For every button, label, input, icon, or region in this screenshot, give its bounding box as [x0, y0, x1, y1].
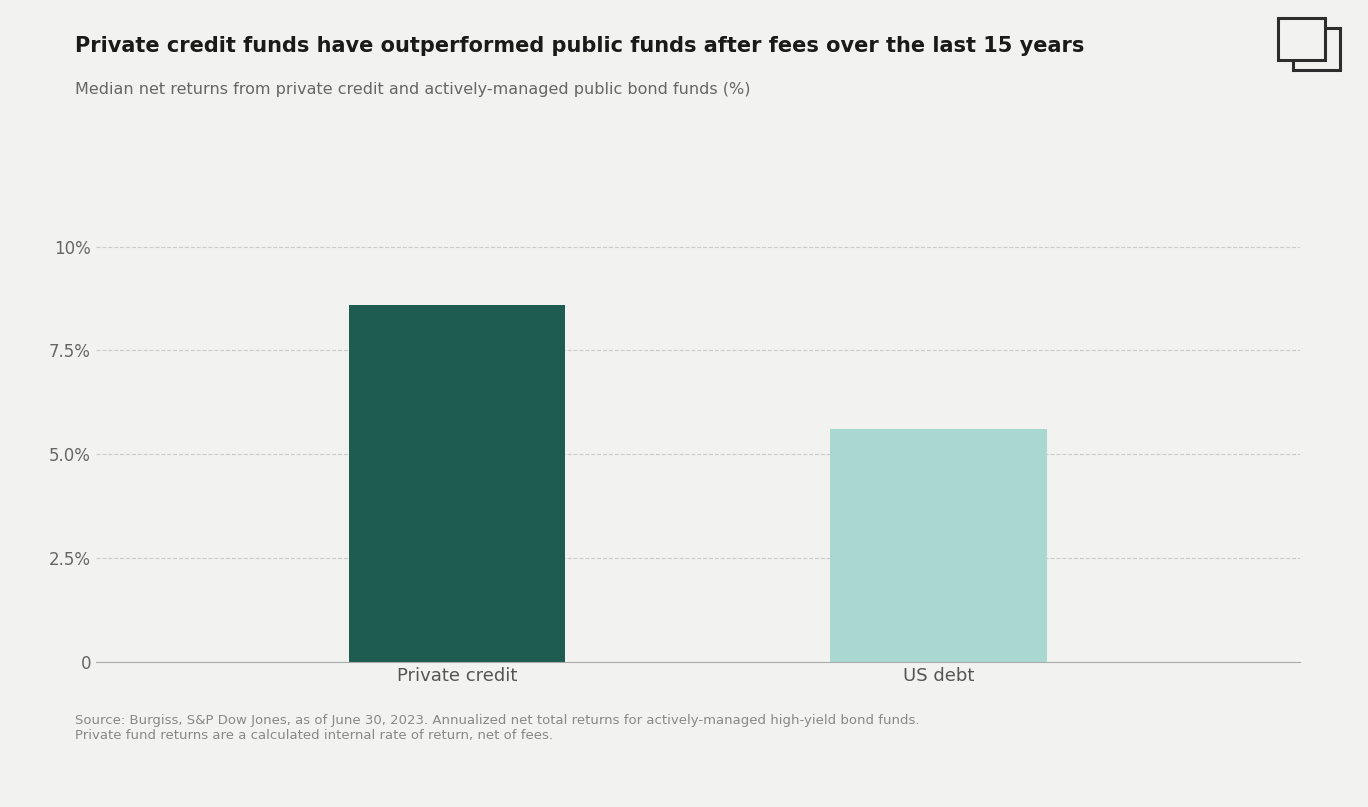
Bar: [349, 305, 565, 662]
Text: Source: Burgiss, S&P Dow Jones, as of June 30, 2023. Annualized net total return: Source: Burgiss, S&P Dow Jones, as of Ju…: [75, 714, 919, 742]
Bar: [830, 429, 1047, 662]
FancyBboxPatch shape: [1278, 18, 1324, 60]
Text: Private credit funds have outperformed public funds after fees over the last 15 : Private credit funds have outperformed p…: [75, 36, 1085, 56]
FancyBboxPatch shape: [1293, 28, 1341, 69]
Text: Median net returns from private credit and actively-managed public bond funds (%: Median net returns from private credit a…: [75, 82, 751, 98]
